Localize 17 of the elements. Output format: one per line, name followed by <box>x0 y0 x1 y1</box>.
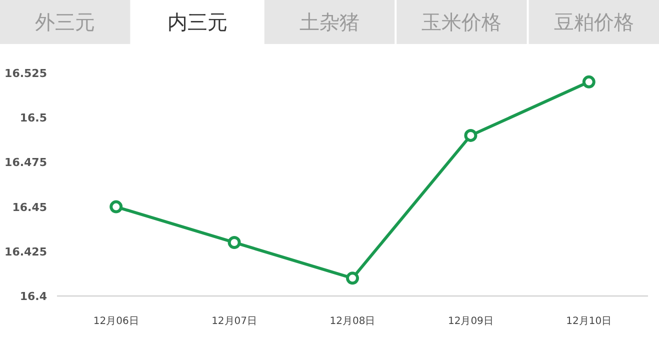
x-tick-label: 12月07日 <box>212 316 258 327</box>
x-tick-label: 12月06日 <box>93 316 139 327</box>
y-tick-label: 16.425 <box>4 245 47 258</box>
point <box>110 200 123 214</box>
y-tick-label: 16.45 <box>12 200 47 214</box>
y-tick-label: 16.475 <box>4 156 47 170</box>
x-tick-label: 12月10日 <box>566 316 612 327</box>
y-tick-label: 16.525 <box>4 67 47 80</box>
x-tick-label: 12月08日 <box>330 316 376 327</box>
point <box>464 128 478 142</box>
point <box>346 272 359 285</box>
y-tick-label: 16.5 <box>20 112 47 125</box>
point <box>228 236 241 249</box>
point <box>582 75 596 88</box>
y-tick-label: 16.4 <box>20 290 48 303</box>
x-tick-label: 12月09日 <box>448 316 494 327</box>
tabs: 外三元 内三元 土杂猪 玉米价格 豆粕价格 <box>0 0 659 44</box>
